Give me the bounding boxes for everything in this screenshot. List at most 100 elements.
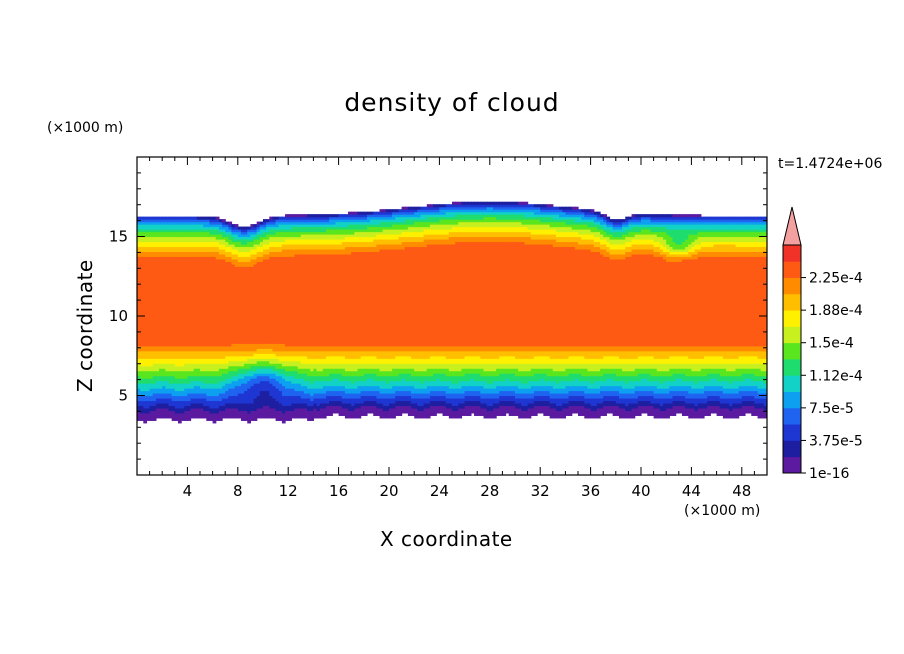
field-cell	[215, 385, 220, 389]
field-cell	[162, 296, 166, 300]
field-cell	[203, 358, 207, 362]
field-cell	[159, 363, 163, 367]
field-cell	[143, 417, 148, 421]
field-cell	[162, 278, 166, 282]
field-cell	[140, 241, 144, 245]
field-cell	[181, 238, 185, 243]
field-cell	[184, 243, 188, 248]
field-cell	[209, 345, 214, 349]
field-cell	[196, 246, 201, 250]
field-cell	[165, 318, 170, 322]
field-cell	[162, 402, 166, 407]
field-cell	[218, 226, 223, 230]
field-cell	[196, 224, 201, 228]
field-cell	[155, 256, 160, 260]
field-cell	[146, 268, 151, 272]
field-cell	[193, 311, 198, 315]
field-cell	[177, 258, 182, 262]
field-cell	[171, 325, 176, 330]
field-cell	[155, 383, 160, 387]
field-cell	[187, 291, 192, 295]
field-cell	[209, 328, 214, 332]
field-cell	[162, 335, 166, 339]
field-cell	[206, 348, 211, 352]
field-cell	[137, 308, 141, 312]
field-cell	[225, 248, 229, 253]
field-cell	[212, 397, 217, 402]
field-cell	[190, 298, 195, 302]
field-cell	[146, 313, 151, 317]
field-cell	[149, 236, 154, 240]
field-cell	[162, 365, 166, 369]
field-cell	[171, 303, 176, 307]
field-cell	[218, 328, 223, 332]
field-cell	[212, 420, 217, 424]
field-cell	[181, 375, 185, 379]
field-cell	[190, 405, 195, 409]
field-cell	[155, 258, 160, 262]
field-cell	[222, 291, 226, 295]
field-cell	[200, 216, 204, 220]
field-cell	[215, 375, 220, 379]
field-cell	[140, 388, 144, 392]
field-cell	[168, 405, 173, 409]
field-cell	[228, 261, 233, 265]
field-cell	[190, 253, 195, 257]
field-cell	[209, 306, 214, 310]
field-cell	[143, 266, 148, 270]
field-cell	[146, 286, 151, 290]
field-cell	[196, 248, 201, 253]
field-cell	[171, 273, 176, 277]
field-cell	[159, 338, 163, 342]
field-cell	[149, 286, 154, 290]
field-cell	[196, 253, 201, 257]
field-cell	[159, 375, 163, 379]
field-cell	[212, 405, 217, 409]
field-cell	[174, 283, 179, 287]
field-cell	[155, 340, 160, 344]
field-cell	[143, 278, 148, 282]
field-cell	[206, 258, 211, 262]
field-cell	[228, 283, 233, 287]
field-cell	[196, 298, 201, 302]
field-cell	[193, 301, 198, 305]
field-cell	[162, 378, 166, 382]
field-cell	[212, 393, 217, 397]
field-cell	[165, 393, 170, 397]
field-cell	[209, 229, 214, 233]
field-cell	[184, 291, 188, 295]
field-cell	[225, 402, 229, 407]
field-cell	[146, 293, 151, 297]
field-cell	[193, 286, 198, 290]
field-cell	[184, 355, 188, 359]
field-cell	[171, 370, 176, 374]
field-cell	[152, 400, 157, 404]
field-cell	[159, 388, 163, 392]
field-cell	[218, 263, 223, 267]
field-cell	[206, 276, 211, 280]
field-cell	[215, 333, 220, 337]
field-cell	[146, 253, 151, 257]
field-cell	[174, 286, 179, 290]
field-cell	[146, 405, 151, 409]
field-cell	[168, 281, 173, 285]
field-cell	[174, 397, 179, 402]
field-cell	[193, 313, 198, 317]
field-cell	[193, 378, 198, 382]
field-cell	[177, 385, 182, 389]
field-cell	[225, 283, 229, 287]
field-cell	[155, 313, 160, 317]
field-cell	[228, 393, 233, 397]
field-cell	[212, 224, 217, 228]
field-cell	[193, 365, 198, 369]
field-cell	[149, 415, 154, 419]
field-cell	[193, 251, 198, 255]
field-cell	[187, 258, 192, 262]
field-cell	[193, 248, 198, 253]
field-cell	[155, 271, 160, 275]
field-cell	[225, 370, 229, 374]
field-cell	[168, 378, 173, 382]
field-cell	[203, 243, 207, 248]
field-cell	[137, 393, 141, 397]
field-cell	[137, 323, 141, 327]
